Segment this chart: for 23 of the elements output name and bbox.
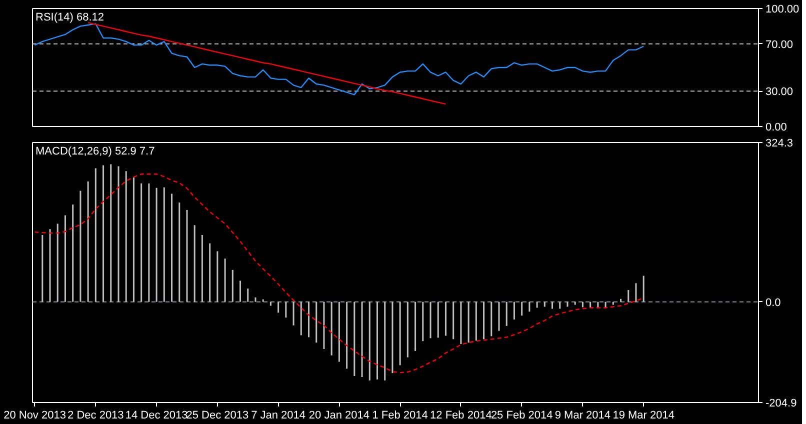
x-tick-label: 14 Dec 2013 (125, 410, 188, 422)
x-tick-label: 7 Jan 2014 (251, 410, 306, 422)
y-tick-label: 30.00 (766, 86, 794, 98)
line-series (87, 22, 446, 105)
x-tick-label: 2 Dec 2013 (68, 410, 124, 422)
x-tick-label: 1 Feb 2014 (372, 410, 428, 422)
chart-title: MACD(12,26,9) 52.9 7.7 (36, 146, 155, 158)
x-tick-label: 25 Dec 2013 (186, 410, 249, 422)
y-tick-label: 0.00 (766, 122, 787, 134)
x-tick-label: 20 Nov 2013 (4, 410, 66, 422)
x-tick-label: 12 Feb 2014 (430, 410, 492, 422)
y-tick-label: 0.0 (766, 296, 781, 309)
y-tick-label: 70.00 (766, 38, 794, 51)
y-tick-label: 100.00 (766, 4, 800, 16)
y-tick-label: -204.9 (766, 398, 797, 410)
x-tick-label: 20 Jan 2014 (308, 410, 370, 422)
x-tick-label: 25 Feb 2014 (490, 410, 553, 422)
chart-title: RSI(14) 68.12 (36, 12, 104, 24)
y-tick-label: 324.3 (766, 138, 794, 150)
line-series (34, 173, 644, 374)
x-tick-label: 9 Mar 2014 (554, 410, 611, 422)
line-series (34, 23, 644, 96)
x-tick-label: 19 Mar 2014 (612, 410, 674, 422)
